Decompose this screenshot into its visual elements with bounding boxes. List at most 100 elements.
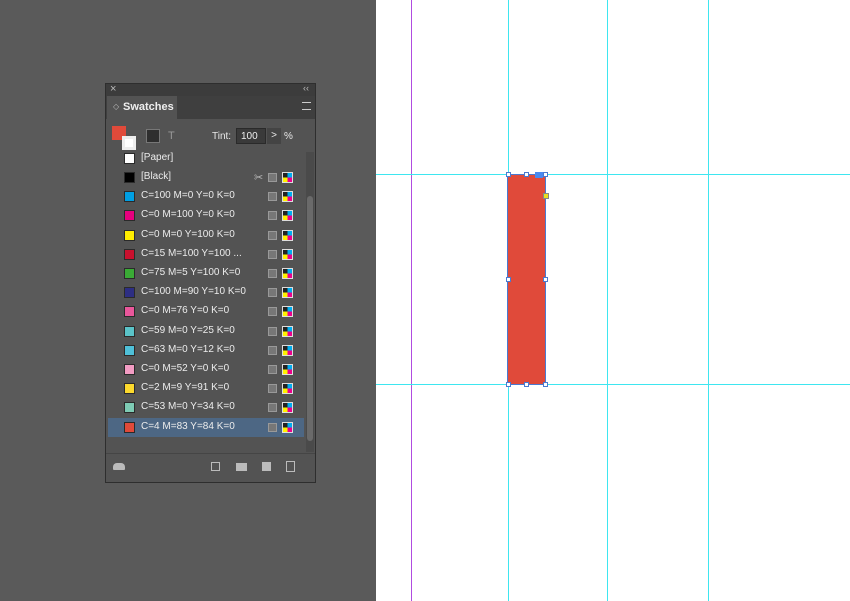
handle[interactable] xyxy=(506,172,511,177)
color-mode-icon xyxy=(282,306,293,318)
color-type-icon xyxy=(268,211,277,221)
tint-unit: % xyxy=(284,131,293,142)
swatch-name: C=53 M=0 Y=34 K=0 xyxy=(141,401,235,413)
new-swatch-button[interactable] xyxy=(262,462,271,471)
swatch-row[interactable]: C=53 M=0 Y=34 K=0 xyxy=(108,398,304,417)
color-mode-icon xyxy=(282,171,293,183)
swatch-name: [Paper] xyxy=(141,151,174,163)
color-type-icon xyxy=(268,288,277,298)
column-guide xyxy=(607,0,608,601)
swatch-name: C=4 M=83 Y=84 K=0 xyxy=(141,420,235,432)
swatch-chip xyxy=(124,306,135,318)
swatches-panel: × ‹‹ ◇ Swatches T Tint: 100 > % [Registr… xyxy=(105,83,316,483)
swatch-chip xyxy=(124,152,135,164)
swatch-name: C=0 M=52 Y=0 K=0 xyxy=(141,362,230,374)
color-type-icon xyxy=(268,268,277,278)
swatch-chip xyxy=(124,210,135,222)
swatch-name: C=0 M=100 Y=0 K=0 xyxy=(141,209,235,221)
swatch-row[interactable]: C=75 M=5 Y=100 K=0 xyxy=(108,264,304,283)
color-type-icon xyxy=(268,192,277,202)
swatch-row[interactable]: C=100 M=90 Y=10 K=0 xyxy=(108,283,304,302)
handle[interactable] xyxy=(543,382,548,387)
handle[interactable] xyxy=(524,172,529,177)
tint-label: Tint: xyxy=(212,131,232,142)
color-mode-icon xyxy=(282,421,293,433)
color-mode-icon xyxy=(282,229,293,241)
swatch-row[interactable]: C=0 M=0 Y=100 K=0 xyxy=(108,226,304,245)
cc-libraries-button[interactable] xyxy=(113,463,125,470)
color-mode-icon xyxy=(282,325,293,337)
new-group-button[interactable] xyxy=(236,463,247,471)
swatch-chip xyxy=(124,191,135,203)
handle[interactable] xyxy=(543,172,548,177)
swatch-row[interactable]: C=2 M=9 Y=91 K=0 xyxy=(108,379,304,398)
color-mode-icon xyxy=(282,267,293,279)
scrollbar[interactable] xyxy=(306,152,314,452)
tint-input[interactable]: 100 xyxy=(236,128,266,144)
color-mode-icon xyxy=(282,287,293,299)
swatch-row[interactable]: C=0 M=52 Y=0 K=0 xyxy=(108,360,304,379)
swatch-chip xyxy=(124,363,135,375)
formatting-text[interactable]: T xyxy=(168,130,175,142)
swatch-name: C=100 M=0 Y=0 K=0 xyxy=(141,190,235,202)
corner-control[interactable] xyxy=(543,193,549,199)
handle[interactable] xyxy=(506,382,511,387)
color-type-icon xyxy=(268,403,277,413)
swatch-row[interactable]: C=15 M=100 Y=100 ... xyxy=(108,245,304,264)
formatting-container[interactable] xyxy=(146,129,160,143)
column-guide xyxy=(708,0,709,601)
no-edit-icon: ✂ xyxy=(254,171,264,184)
color-mode-icon xyxy=(282,248,293,260)
margin-guide xyxy=(411,0,412,601)
swatch-row[interactable]: C=0 M=76 Y=0 K=0 xyxy=(108,302,304,321)
color-type-icon xyxy=(268,230,277,240)
delete-button[interactable] xyxy=(286,461,295,472)
swatch-chip xyxy=(124,344,135,356)
color-type-icon xyxy=(268,364,277,374)
swatch-chip xyxy=(124,171,135,183)
tab[interactable]: ◇ Swatches xyxy=(107,96,177,119)
swatch-chip xyxy=(124,229,135,241)
close-button[interactable]: × xyxy=(110,83,117,95)
swatch-chip xyxy=(124,287,135,299)
swatch-row[interactable]: C=4 M=83 Y=84 K=0 xyxy=(108,417,304,437)
color-mode-icon xyxy=(282,383,293,395)
swatch-chip xyxy=(124,402,135,414)
color-type-icon xyxy=(268,345,277,355)
content-grabber[interactable] xyxy=(535,172,543,178)
swatch-row[interactable]: C=63 M=0 Y=12 K=0 xyxy=(108,341,304,360)
swatch-name: C=63 M=0 Y=12 K=0 xyxy=(141,343,235,355)
handle[interactable] xyxy=(543,277,548,282)
handle[interactable] xyxy=(524,382,529,387)
handle[interactable] xyxy=(506,277,511,282)
swatch-row[interactable]: [Paper] xyxy=(108,150,304,168)
swatch-chip xyxy=(124,383,135,395)
scroll-thumb[interactable] xyxy=(307,196,313,441)
collapse-button[interactable]: ‹‹ xyxy=(303,83,309,93)
swatch-name: [Black] xyxy=(141,170,172,182)
selected-rectangle[interactable] xyxy=(507,174,546,385)
swatch-list: [Registration]✂[Paper][Black]✂C=100 M=0 … xyxy=(106,150,306,453)
color-mode-icon xyxy=(282,402,293,414)
panel-menu[interactable] xyxy=(302,102,311,110)
swatch-name: C=2 M=9 Y=91 K=0 xyxy=(141,382,230,394)
color-mode-icon xyxy=(282,344,293,356)
show-swatches-button[interactable] xyxy=(211,462,220,471)
swatch-row[interactable]: C=100 M=0 Y=0 K=0 xyxy=(108,187,304,206)
swatch-row[interactable]: C=59 M=0 Y=25 K=0 xyxy=(108,322,304,341)
swatch-name: C=0 M=0 Y=100 K=0 xyxy=(141,228,235,240)
color-type-icon xyxy=(268,249,277,259)
swatch-chip xyxy=(124,325,135,337)
color-mode-icon xyxy=(282,191,293,203)
color-type-icon xyxy=(268,326,277,336)
swatch-name: C=0 M=76 Y=0 K=0 xyxy=(141,305,230,317)
swatch-row[interactable]: C=0 M=100 Y=0 K=0 xyxy=(108,206,304,225)
swatch-name: C=100 M=90 Y=10 K=0 xyxy=(141,286,246,298)
swatch-chip xyxy=(124,248,135,260)
stroke-swatch[interactable] xyxy=(122,136,136,150)
swatch-name: C=75 M=5 Y=100 K=0 xyxy=(141,266,241,278)
swatch-row[interactable]: [Black] ✂ xyxy=(108,168,304,187)
tint-slider-button[interactable]: > xyxy=(267,128,281,144)
row-guide xyxy=(376,174,850,175)
